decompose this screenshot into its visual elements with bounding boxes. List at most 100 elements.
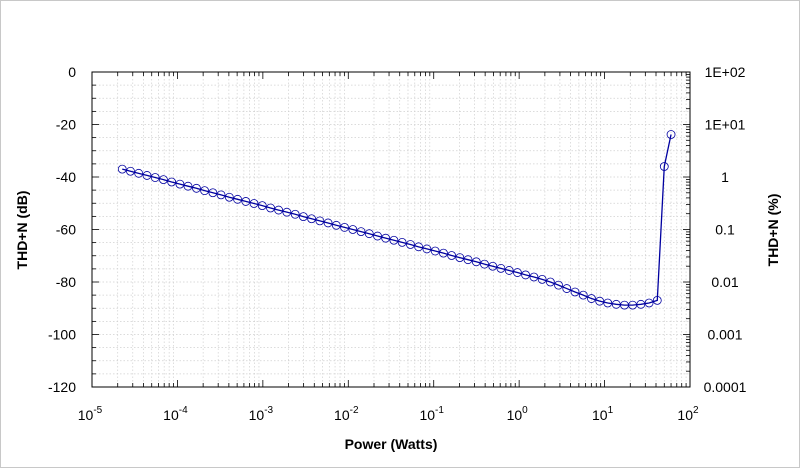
y-tick-label: -60 (56, 222, 76, 238)
y2-tick-label: 1E+01 (705, 117, 746, 133)
data-point (298, 212, 308, 222)
y2-tick-label: 0.1 (715, 222, 735, 238)
data-point (545, 277, 555, 287)
data-point (331, 220, 341, 230)
data-point (274, 205, 284, 215)
x-tick-label-base: 10 (507, 407, 523, 423)
x-tick-label: 10-2 (334, 405, 359, 423)
data-point (636, 299, 646, 309)
data-point (537, 274, 547, 284)
y-tick-label: -100 (48, 327, 76, 343)
data-point (666, 130, 676, 139)
x-tick-label-exponent: -2 (350, 405, 359, 416)
x-tick-label: 10-3 (249, 405, 274, 423)
data-point (521, 270, 530, 280)
y-axis-title: THD+N (dB) (14, 191, 30, 270)
x-tick-label-exponent: -5 (93, 405, 102, 416)
x-tick-label-exponent: -3 (264, 405, 273, 416)
data-point (488, 261, 498, 271)
y2-axis-title: THD+N (%) (765, 194, 781, 267)
x-tick-label-base: 10 (334, 407, 350, 423)
y-tick-label: -20 (56, 117, 76, 133)
data-point (513, 268, 522, 277)
x-tick-label-exponent: 0 (522, 405, 528, 416)
data-point (422, 244, 432, 254)
x-tick-label-base: 10 (592, 407, 608, 423)
data-point (480, 259, 489, 269)
data-point (439, 248, 448, 258)
data-point (266, 203, 275, 213)
data-point (381, 233, 391, 243)
data-point (183, 181, 193, 191)
data-point (208, 188, 218, 198)
data-point (373, 231, 382, 241)
x-tick-label: 101 (592, 405, 614, 423)
data-point (587, 294, 596, 303)
data-point (167, 177, 177, 187)
data-point (348, 225, 358, 234)
data-point (603, 298, 613, 308)
x-tick-label-exponent: 1 (608, 405, 614, 416)
data-point (290, 209, 300, 219)
data-point (471, 257, 481, 267)
data-point (644, 298, 654, 308)
x-tick-label-exponent: -4 (179, 405, 188, 416)
y-tick-label: -120 (48, 379, 76, 395)
data-point (652, 295, 662, 305)
data-point (216, 190, 226, 200)
x-tick-label-exponent: 2 (693, 405, 699, 416)
data-point (364, 229, 374, 239)
series-line (122, 134, 672, 306)
data-point (257, 201, 267, 211)
x-axis-title: Power (Watts) (345, 436, 438, 452)
y2-tick-label: 1 (721, 169, 729, 185)
data-point (175, 179, 185, 189)
data-point (504, 266, 514, 275)
data-point (142, 171, 152, 180)
data-point (315, 216, 325, 226)
data-point (529, 272, 539, 282)
grid (92, 72, 690, 387)
axis-ticks (91, 71, 690, 388)
data-point (323, 218, 333, 228)
data-point (397, 237, 407, 247)
data-point (340, 222, 349, 232)
data-point (496, 263, 506, 273)
data-point (241, 197, 251, 206)
data-point (200, 186, 210, 196)
data-point (150, 173, 160, 182)
data-point (463, 255, 473, 265)
y2-tick-label: 0.01 (711, 274, 738, 290)
data-point (134, 168, 144, 178)
series-layer (117, 130, 676, 310)
data-point (455, 253, 465, 262)
data-point (414, 242, 424, 252)
data-point (233, 194, 242, 204)
x-tick-label-exponent: -1 (435, 405, 444, 416)
x-tick-label: 102 (677, 405, 699, 423)
y2-tick-label: 1E+02 (705, 64, 746, 80)
y-tick-label: 0 (68, 64, 76, 80)
data-point (192, 183, 201, 193)
data-point (554, 280, 563, 290)
data-point (570, 287, 580, 297)
data-point (659, 162, 669, 171)
x-tick-label-base: 10 (78, 407, 94, 423)
data-point (406, 240, 415, 249)
y2-tick-label: 0.001 (707, 327, 742, 343)
x-tick-label: 100 (507, 405, 529, 423)
data-point (117, 164, 127, 174)
data-point (389, 235, 399, 245)
data-point (307, 214, 316, 224)
y-tick-label: -40 (56, 169, 76, 185)
x-tick-label-base: 10 (677, 407, 693, 423)
data-point (224, 192, 234, 202)
x-tick-label: 10-5 (78, 405, 103, 423)
data-point (249, 199, 259, 208)
x-tick-label-base: 10 (419, 407, 435, 423)
tick-labels: 10-5 10-4 10-3 10-2 10-1 100 101 1020-20-40-60-… (48, 64, 747, 423)
data-point (595, 296, 605, 306)
x-tick-label-base: 10 (163, 407, 179, 423)
y2-tick-label: 0.0001 (704, 379, 747, 395)
